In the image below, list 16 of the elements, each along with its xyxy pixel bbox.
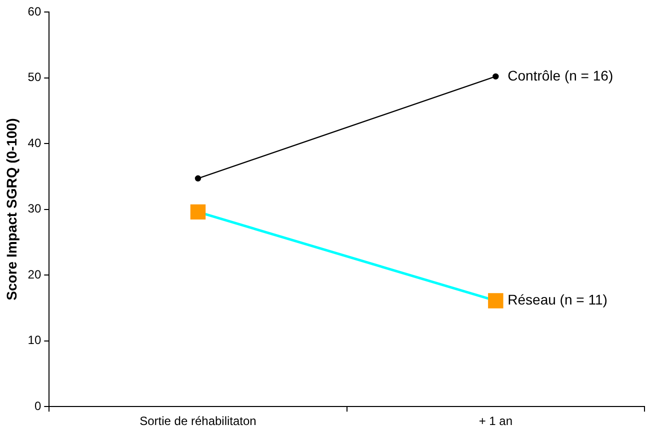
x-tick-label: + 1 an <box>478 414 513 428</box>
point <box>492 73 499 80</box>
y-tick-label: 60 <box>28 4 42 18</box>
point <box>190 204 206 220</box>
y-tick-label: 40 <box>28 136 42 150</box>
y-tick-label: 20 <box>28 267 42 282</box>
series-label: Réseau (n = 11) <box>508 292 608 308</box>
y-axis-title: Score Impact SGRQ (0-100) <box>3 118 20 300</box>
y-tick-label: 10 <box>28 333 42 348</box>
series-label: Contrôle (n = 16) <box>508 67 614 84</box>
y-tick-label: 30 <box>28 202 42 216</box>
point <box>488 293 504 308</box>
x-tick-label: Sortie de réhabilitaton <box>140 414 256 428</box>
y-tick-label: 0 <box>34 398 42 413</box>
point <box>194 175 202 182</box>
y-tick-label: 50 <box>28 70 42 84</box>
